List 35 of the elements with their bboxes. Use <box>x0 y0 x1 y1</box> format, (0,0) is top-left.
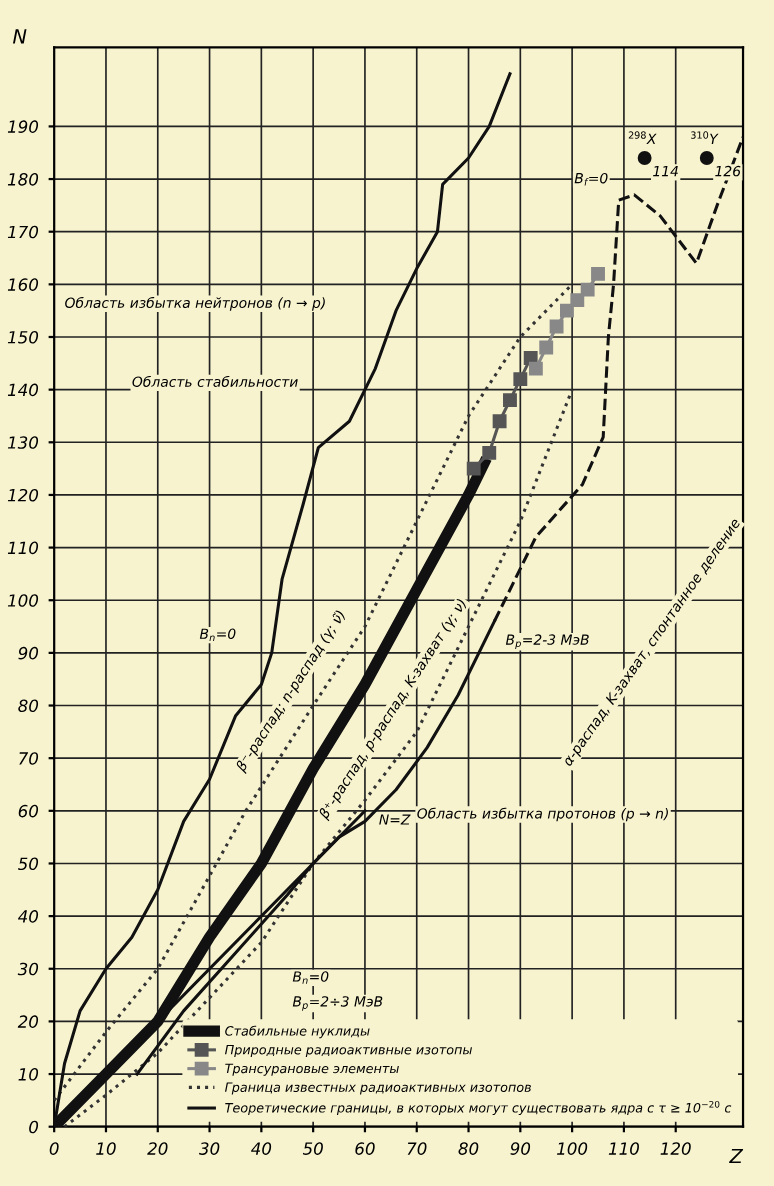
y-tick-label: 60 <box>18 804 39 818</box>
x-tick-label: 60 <box>355 1142 375 1155</box>
x-axis-title: Z <box>729 1148 744 1164</box>
y-tick-label: 120 <box>7 488 39 502</box>
y-tick-label: 80 <box>18 699 39 713</box>
x-tick-label: 100 <box>557 1142 588 1155</box>
x-tick-label: 70 <box>407 1142 427 1155</box>
x-tick-label: 50 <box>302 1142 323 1155</box>
y-tick-label: 150 <box>7 330 39 344</box>
y-tick-label: 40 <box>18 910 39 923</box>
y-tick-label: 30 <box>17 962 39 976</box>
y-tick-label: 90 <box>18 646 39 660</box>
y-tick-label: 50 <box>18 857 39 871</box>
y-tick-label: 130 <box>7 436 39 449</box>
y-tick-label: 160 <box>7 278 39 291</box>
y-tick-label: 180 <box>7 173 39 186</box>
x-tick-label: 10 <box>96 1142 116 1155</box>
y-tick-label: 140 <box>7 383 39 397</box>
y-tick-label: 170 <box>7 225 39 239</box>
x-tick-label: 30 <box>198 1142 220 1155</box>
y-tick-label: 100 <box>7 594 39 607</box>
x-tick-label: 120 <box>660 1142 691 1155</box>
x-tick-label: 0 <box>49 1142 59 1155</box>
y-tick-label: 110 <box>7 541 39 555</box>
x-tick-label: 20 <box>147 1142 168 1155</box>
x-tick-label: 90 <box>510 1142 531 1155</box>
y-tick-label: 10 <box>18 1068 39 1081</box>
y-tick-label: 190 <box>7 120 39 133</box>
y-tick-label: 0 <box>29 1120 39 1134</box>
x-tick-label: 40 <box>251 1142 272 1155</box>
x-tick-label: 80 <box>458 1142 479 1155</box>
y-tick-label: 70 <box>19 752 39 765</box>
y-axis-title: N <box>12 29 27 44</box>
x-tick-label: 110 <box>608 1142 639 1155</box>
y-tick-label: 20 <box>17 1015 39 1028</box>
